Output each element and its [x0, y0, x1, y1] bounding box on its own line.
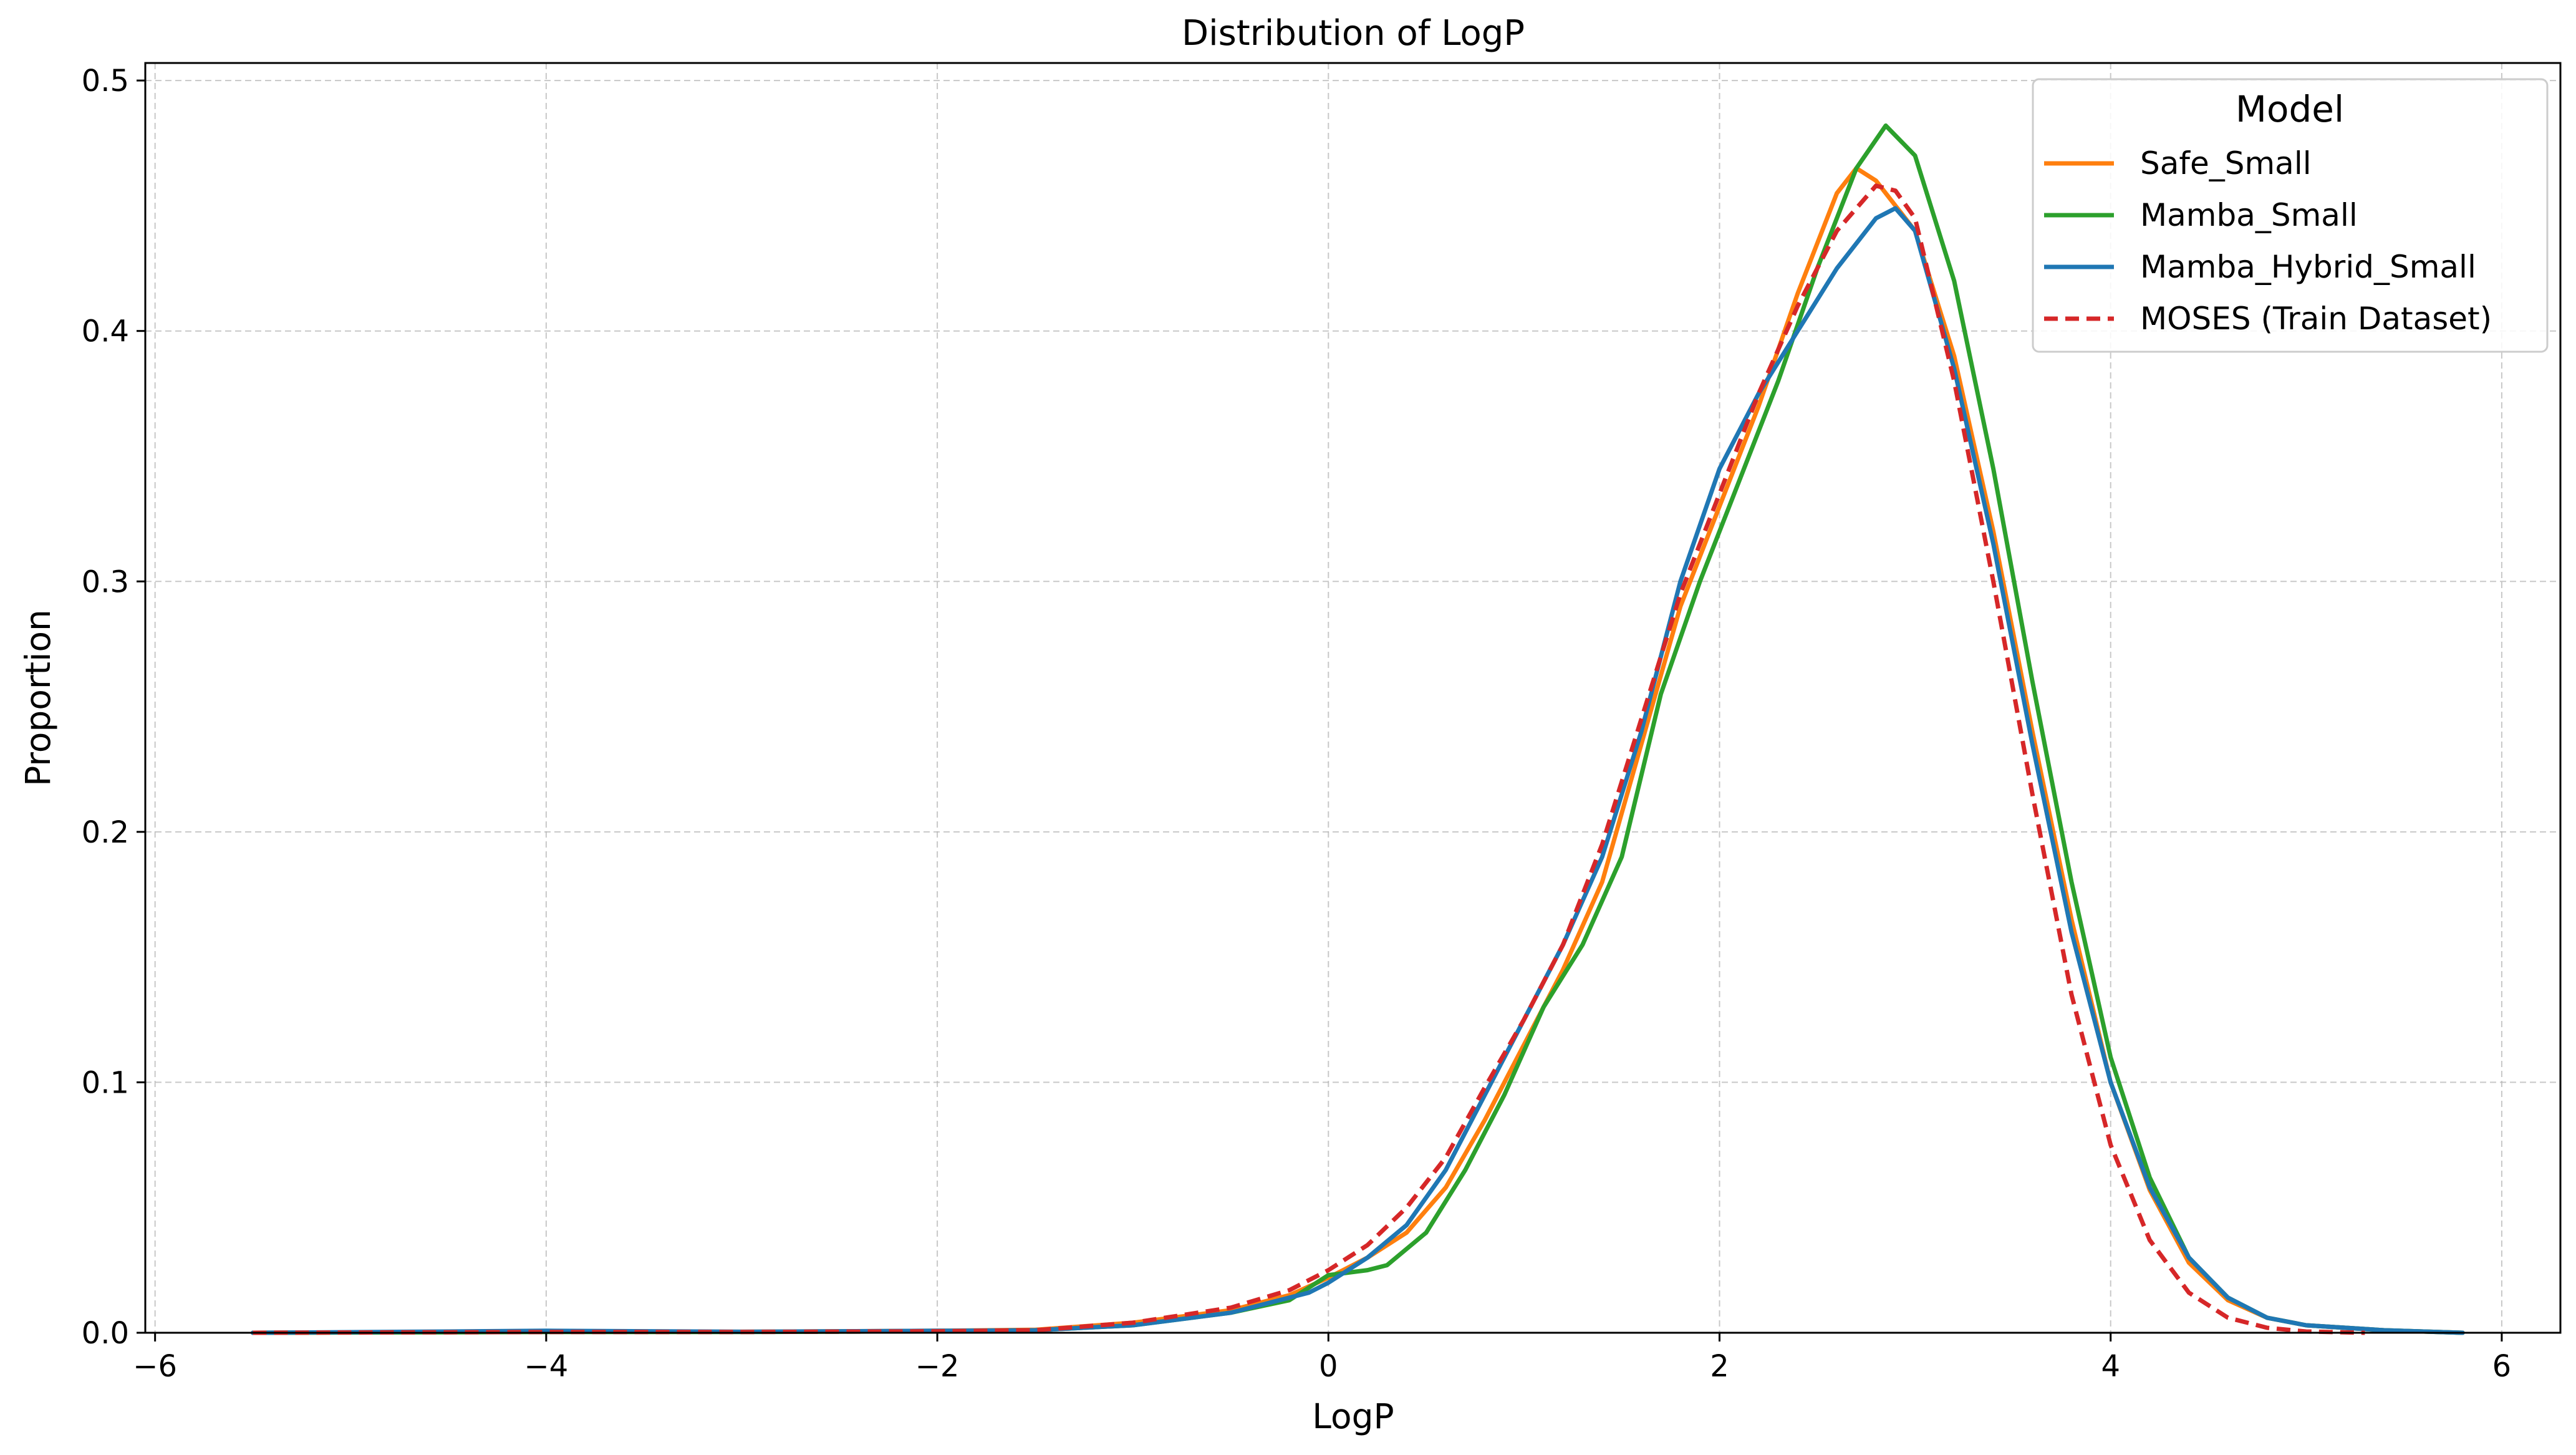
legend-entries: Safe_Small Mamba_Small Mamba_Hybrid_Small M…: [2044, 145, 2492, 337]
x-tick-label: −2: [915, 1349, 960, 1384]
plot-frame: [144, 62, 2562, 1334]
legend-label: Mamba_Small: [2140, 197, 2358, 233]
y-tick-label: 0.5: [82, 64, 129, 99]
y-axis-label: Proportion: [18, 609, 58, 786]
x-tick-label: −4: [524, 1349, 569, 1384]
x-tick-label: 2: [1710, 1349, 1729, 1384]
chart-title: Distribution of LogP: [1182, 13, 1525, 54]
y-tick-label: 0.4: [82, 314, 129, 349]
legend: Model Safe_Small Mamba_Small Mamba_Hybrid_…: [2032, 78, 2549, 353]
legend-box: [2032, 78, 2549, 353]
y-tick-label: 0.3: [82, 564, 129, 599]
axis-ticks: −6 −4 −2 0 2 4 6 0.0 0.1 0.2 0.3 0.4 0.5: [82, 64, 2512, 1384]
y-tick-label: 0.0: [82, 1316, 129, 1351]
x-tick-label: 4: [2101, 1349, 2120, 1384]
y-tick-label: 0.1: [82, 1065, 129, 1100]
series-line-mamba-hybrid-small: [251, 206, 2465, 1335]
x-tick-label: 0: [1319, 1349, 1338, 1384]
x-axis-label: LogP: [1312, 1396, 1394, 1436]
legend-label: Mamba_Hybrid_Small: [2140, 249, 2476, 285]
x-tick-label: 6: [2492, 1349, 2512, 1384]
legend-label: Safe_Small: [2140, 145, 2312, 181]
series-line-moses-train-dataset: [253, 183, 2365, 1335]
x-tick-label: −6: [133, 1349, 177, 1384]
y-tick-label: 0.2: [82, 815, 129, 850]
legend-title: Model: [2236, 88, 2344, 130]
legend-label: MOSES (Train Dataset): [2140, 301, 2492, 337]
series-lines: [251, 123, 2465, 1335]
